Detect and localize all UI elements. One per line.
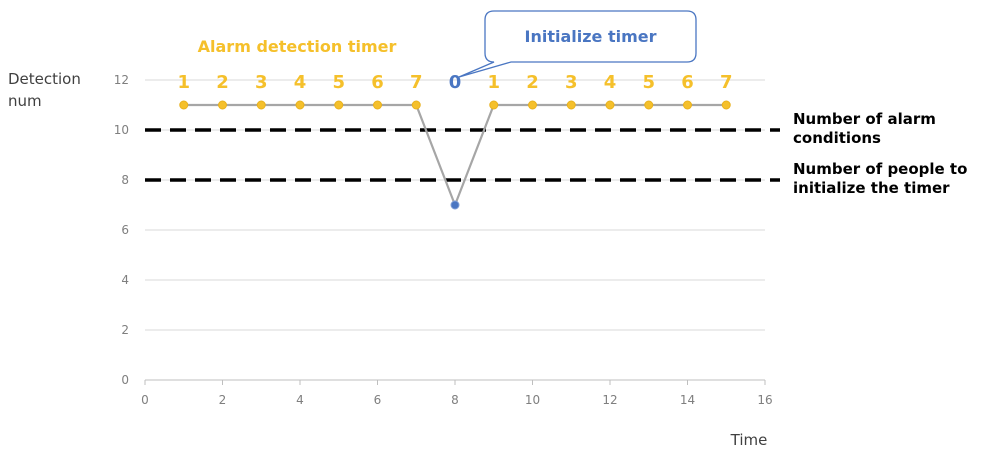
alarm-timer-label: Alarm detection timer: [198, 37, 397, 56]
data-point-4: [295, 100, 305, 110]
timer-count-9: 1: [487, 72, 500, 93]
timer-count-1: 1: [177, 72, 190, 93]
data-point-8: [450, 200, 460, 210]
reference-lines: Number of alarm conditions Number of peopl…: [145, 110, 967, 197]
x-tick-label-8: 8: [451, 393, 459, 407]
timer-count-2: 2: [216, 72, 229, 93]
timer-count-8: 0: [449, 72, 462, 93]
timer-count-5: 5: [332, 72, 345, 93]
timer-count-4: 4: [294, 72, 307, 93]
data-point-13: [644, 100, 654, 110]
data-point-14: [683, 100, 692, 110]
data-point-1: [179, 100, 189, 110]
timer-counters: 1 2 3 4 5 6 7 0 1 2 3 4 5 6 7: [177, 72, 732, 93]
x-tick-label-4: 4: [296, 393, 304, 407]
y-tick-label-10: 10: [114, 123, 129, 137]
y-tick-label-12: 12: [114, 73, 129, 87]
timer-count-3: 3: [255, 72, 268, 93]
y-tick-label-6: 6: [121, 223, 129, 237]
data-point-12: [605, 100, 615, 110]
annotations: Alarm detection timer Initialize timer: [198, 10, 697, 78]
data-point-7: [411, 100, 421, 110]
y-tick-label-2: 2: [121, 323, 129, 337]
timer-count-12: 4: [604, 72, 617, 93]
data-point-10: [528, 100, 537, 110]
series-line: [183, 103, 727, 209]
x-tick-label-0: 0: [141, 393, 149, 407]
x-tick-label-14: 14: [680, 393, 695, 407]
y-axis-title: Detection num: [8, 70, 81, 110]
timer-count-6: 6: [371, 72, 384, 93]
initialize-timer-label: Initialize timer: [524, 27, 656, 46]
y-tick-label-0: 0: [121, 373, 129, 387]
initialize-timer-callout: [458, 10, 697, 78]
x-axis-title: Time: [730, 431, 768, 449]
timer-count-10: 2: [526, 72, 539, 93]
x-tick-label-16: 16: [757, 393, 772, 407]
timer-count-13: 5: [642, 72, 655, 93]
y-tick-label-4: 4: [121, 273, 129, 287]
data-point-6: [373, 100, 382, 110]
x-tick-label-6: 6: [374, 393, 382, 407]
data-point-15: [721, 100, 731, 110]
data-point-9: [489, 100, 499, 110]
timer-count-14: 6: [681, 72, 694, 93]
y-tick-label-8: 8: [121, 173, 129, 187]
data-point-2: [218, 100, 227, 110]
data-point-3: [256, 100, 266, 110]
x-tick-label-12: 12: [602, 393, 617, 407]
data-series: [179, 100, 731, 210]
x-tick-label-10: 10: [525, 393, 540, 407]
timer-count-15: 7: [720, 72, 733, 93]
reference-label-10: Number of alarm conditions: [793, 110, 936, 147]
x-tick-label-2: 2: [219, 393, 227, 407]
reference-label-8: Number of people to initialize the timer: [793, 160, 967, 197]
data-point-5: [334, 100, 344, 110]
data-point-11: [566, 100, 576, 110]
timer-count-7: 7: [410, 72, 423, 93]
timer-count-11: 3: [565, 72, 578, 93]
